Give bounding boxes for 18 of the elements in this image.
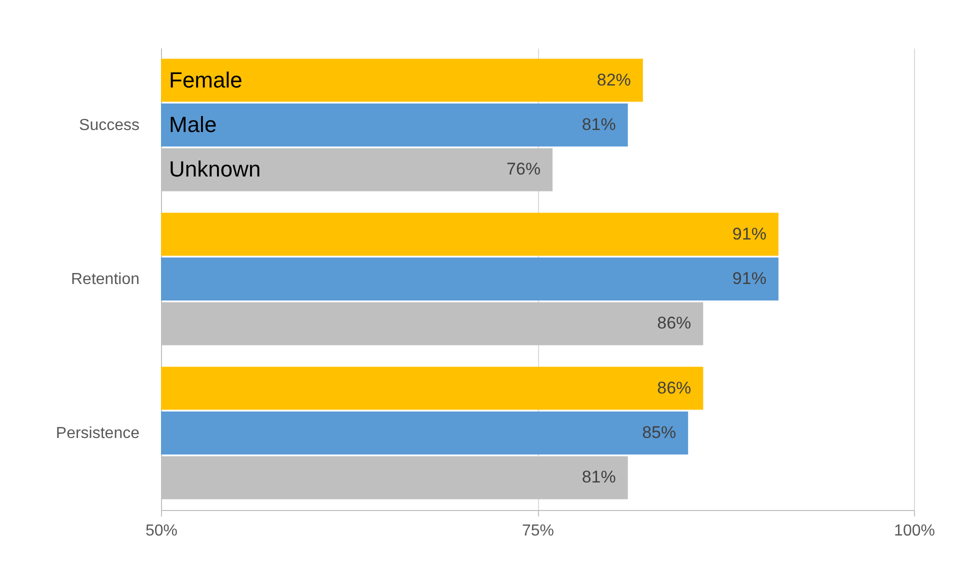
series-label: Female	[169, 67, 242, 92]
y-tick-label: Success	[79, 117, 140, 134]
data-label: 85%	[642, 423, 676, 442]
y-tick-label: Persistence	[56, 425, 140, 442]
series-label: Male	[169, 112, 217, 137]
data-label: 81%	[582, 468, 616, 487]
data-label: 86%	[657, 314, 692, 333]
data-label: 91%	[732, 224, 766, 244]
data-label: 86%	[657, 378, 692, 398]
data-label: 91%	[732, 269, 766, 288]
series-label: Unknown	[169, 156, 261, 182]
data-label: 76%	[506, 160, 541, 179]
data-label: 81%	[582, 115, 616, 134]
x-tick-label: 50%	[145, 522, 178, 540]
data-label: 82%	[596, 70, 631, 90]
y-tick-label: Retention	[71, 271, 140, 288]
x-tick-label: 100%	[894, 522, 935, 540]
x-tick-label: 75%	[522, 522, 554, 540]
